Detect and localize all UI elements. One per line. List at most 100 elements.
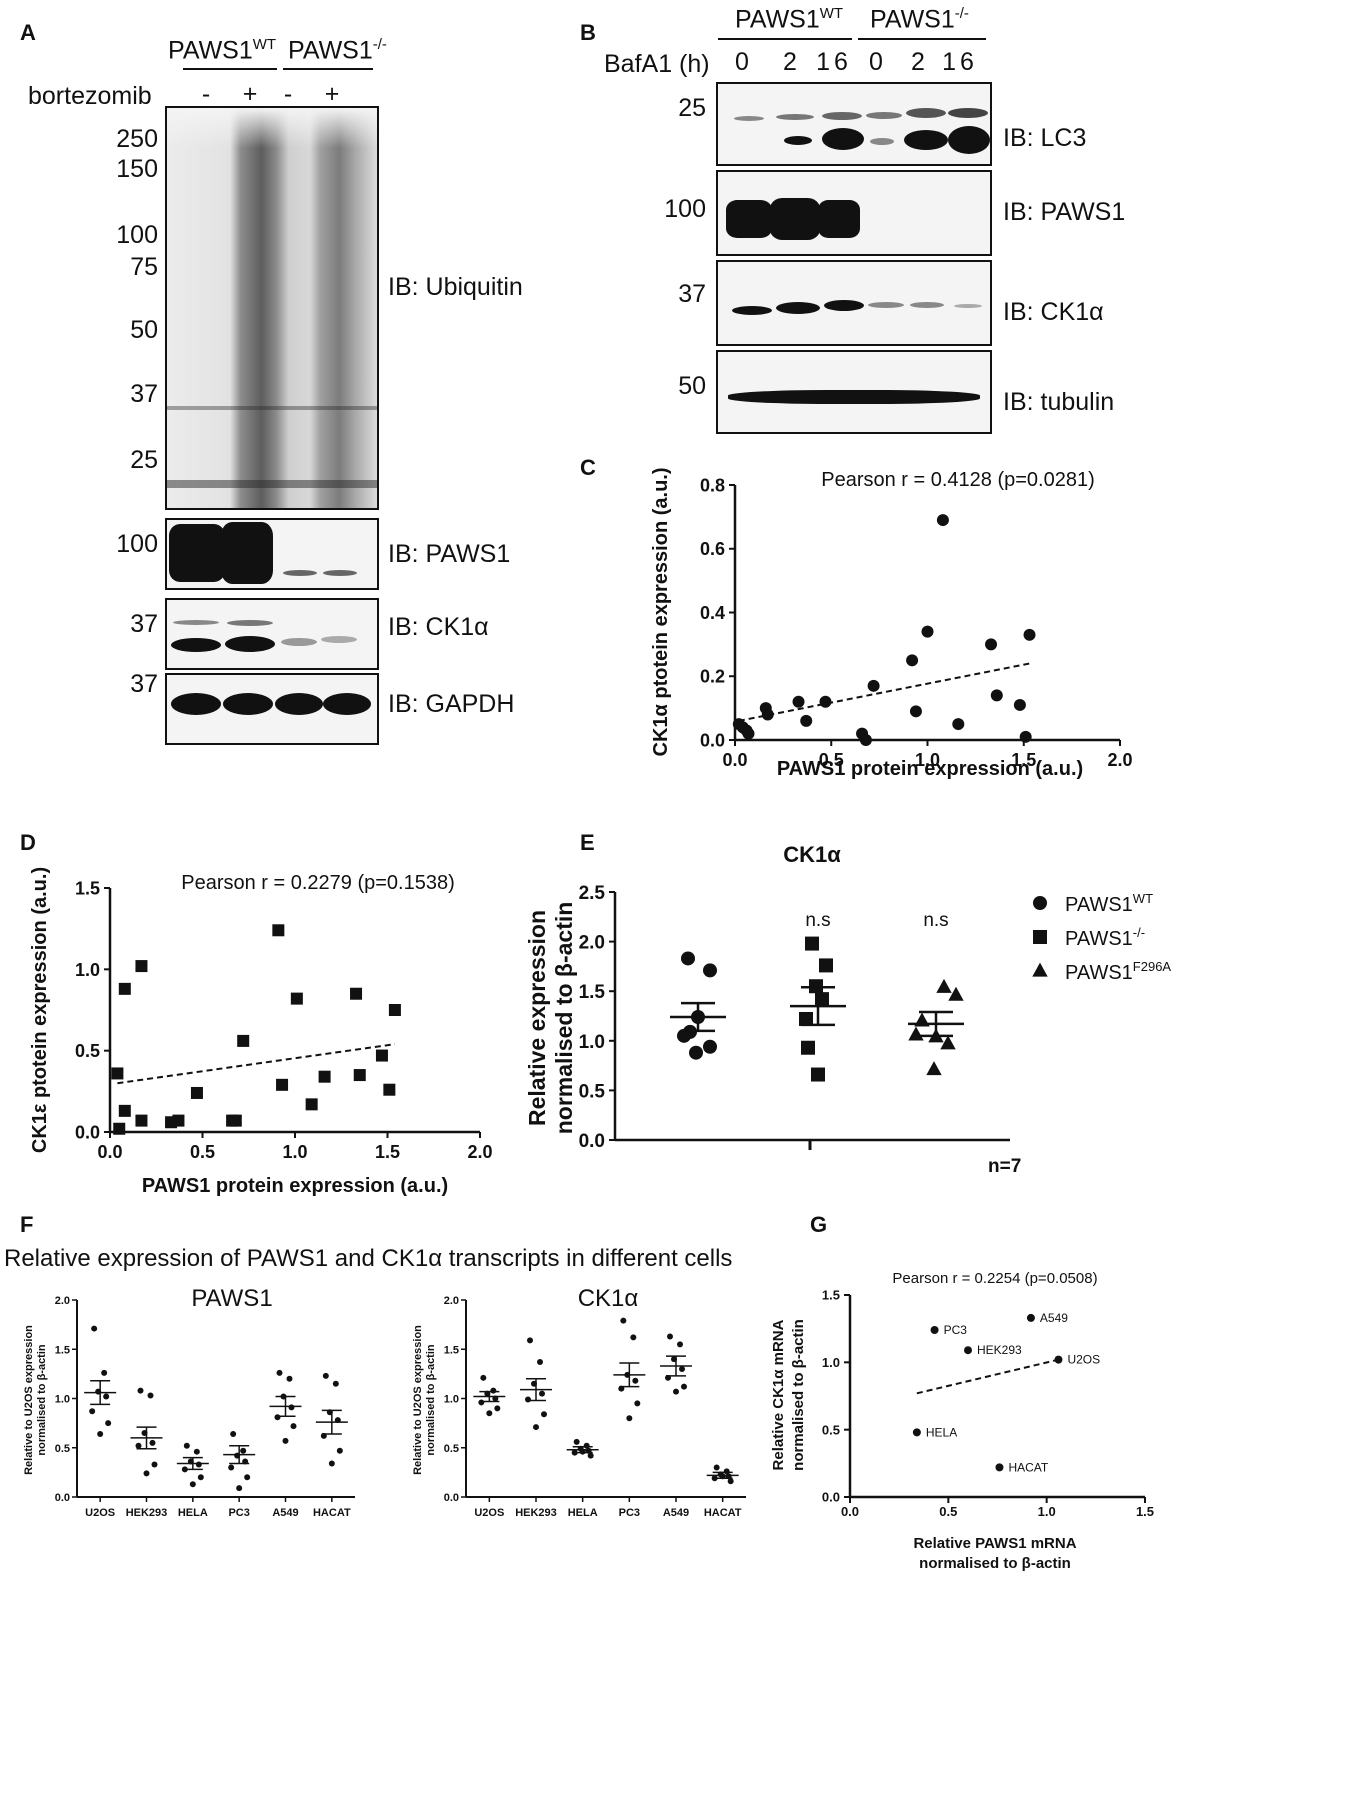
d-data-point [383, 1083, 396, 1096]
d-data-point [305, 1098, 318, 1111]
e-legend-marker [1033, 896, 1047, 910]
marker-37-gapdh: 37 [130, 670, 158, 698]
f2-data-point [571, 1449, 578, 1456]
f2-chart-title: CK1α [578, 1285, 639, 1312]
g-pearson-annotation: Pearson r = 0.2254 (p=0.0508) [892, 1270, 1097, 1287]
f1-x-tick-label: HEK293 [126, 1507, 168, 1519]
f2-y-axis-label: normalised to β-actin [425, 1344, 437, 1456]
d-y-tick-label: 0.0 [75, 1122, 100, 1142]
f2-data-point [480, 1374, 487, 1381]
c-data-point [761, 708, 774, 721]
d-x-tick-label: 1.5 [375, 1142, 400, 1162]
c-y-tick-label: 0.8 [700, 475, 725, 495]
c-data-point [936, 514, 949, 527]
f1-data-point [137, 1387, 144, 1394]
f1-data-point [101, 1369, 108, 1376]
d-x-axis-label: PAWS1 protein expression (a.u.) [142, 1175, 448, 1197]
e-y-tick-label: 2.5 [579, 883, 606, 904]
d-x-tick-label: 0.5 [190, 1142, 215, 1162]
ib-tubulin-label: IB: tubulin [1003, 388, 1115, 416]
f1-chart-title: PAWS1 [191, 1285, 272, 1312]
d-data-point [165, 1116, 178, 1129]
lane-sign: + [324, 80, 340, 108]
marker-50-tubulin: 50 [678, 372, 706, 400]
f2-y-axis-label: Relative to U2OS expression [412, 1325, 424, 1475]
g-point-label: HACAT [1008, 1460, 1048, 1474]
e-data-point [948, 986, 964, 1001]
f1-data-point [181, 1466, 188, 1473]
lane-sign: - [201, 80, 211, 108]
lc3-blot [716, 82, 992, 166]
f2-data-point [677, 1341, 683, 1348]
f2-data-point [478, 1399, 485, 1406]
g-data-point [964, 1346, 972, 1355]
f1-data-point [193, 1448, 200, 1455]
c-data-point [1019, 730, 1032, 743]
d-x-tick-label: 1.0 [282, 1142, 307, 1162]
f2-data-point [634, 1400, 641, 1407]
f2-data-point [673, 1388, 679, 1395]
c-data-point [909, 705, 922, 718]
lane-time: 16 [816, 48, 852, 76]
f1-data-point [326, 1409, 333, 1416]
f1-data-point [95, 1388, 102, 1395]
g-x-tick-label: 0.5 [939, 1504, 957, 1519]
f1-data-point [147, 1392, 154, 1399]
f1-data-point [141, 1429, 148, 1436]
f2-data-point [539, 1390, 545, 1397]
e-legend-superscript: WT [1133, 891, 1153, 906]
d-data-point [353, 1069, 366, 1082]
e-data-point [811, 1067, 825, 1082]
panel-f-label: F [20, 1212, 34, 1237]
f2-y-tick-label: 0.0 [444, 1492, 459, 1504]
f1-data-point [230, 1430, 237, 1437]
genotype-wt-underline-a [183, 68, 277, 70]
e-legend-label: PAWS1F296A [1065, 959, 1171, 984]
marker-37: 37 [130, 380, 158, 408]
e-legend-superscript: F296A [1133, 959, 1172, 974]
g-y-tick-label: 0.5 [822, 1422, 840, 1437]
f1-y-tick-label: 1.5 [55, 1344, 70, 1356]
e-data-point [683, 1024, 697, 1039]
d-pearson-annotation: Pearson r = 0.2279 (p=0.1538) [181, 872, 455, 894]
c-data-point [921, 625, 934, 638]
c-x-tick-label: 0.5 [819, 750, 844, 770]
f2-data-point [725, 1473, 732, 1480]
e-y-axis-label: normalised to β-actin [551, 902, 577, 1135]
c-data-point [906, 654, 919, 667]
e-data-point [703, 963, 717, 978]
d-data-point [237, 1034, 250, 1047]
f2-data-point [541, 1411, 547, 1418]
f1-x-tick-label: PC3 [228, 1507, 249, 1519]
e-legend-marker [1033, 930, 1047, 944]
f1-y-tick-label: 2.0 [55, 1295, 70, 1307]
f1-data-point [322, 1372, 329, 1379]
f1-data-point [91, 1325, 98, 1332]
g-data-point [912, 1428, 921, 1437]
f1-data-point [332, 1380, 339, 1387]
f1-data-point [328, 1460, 335, 1467]
g-x-axis-label: normalised to β-actin [919, 1555, 1071, 1572]
g-y-tick-label: 0.0 [822, 1490, 840, 1505]
f2-data-point [681, 1383, 687, 1390]
panel-c-label: C [580, 455, 596, 480]
f1-data-point [189, 1481, 196, 1488]
c-x-axis-label: PAWS1 protein expression (a.u.) [777, 758, 1083, 780]
ck1a-blot-a [165, 598, 379, 670]
e-data-point [681, 951, 695, 966]
lane-time: 16 [942, 48, 978, 76]
treatment-label-b: BafA1 (h) [604, 50, 710, 78]
g-point-label: HELA [926, 1425, 957, 1439]
g-x-tick-label: 1.5 [1136, 1504, 1154, 1519]
f2-data-point [618, 1385, 625, 1392]
f1-data-point [149, 1439, 156, 1446]
marker-150: 150 [116, 155, 158, 183]
c-x-tick-label: 1.5 [1011, 750, 1036, 770]
f1-data-point [151, 1461, 158, 1468]
c-data-point [1023, 628, 1036, 641]
c-data-point [742, 727, 755, 740]
genotype-wt-underline-b [718, 38, 852, 40]
e-data-point [928, 1028, 944, 1043]
f1-y-tick-label: 0.5 [55, 1443, 70, 1455]
f1-y-axis-label: normalised to β-actin [36, 1344, 48, 1456]
